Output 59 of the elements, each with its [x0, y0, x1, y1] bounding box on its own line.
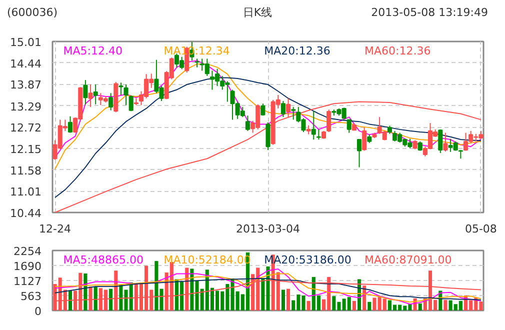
y-tick-label: 13.87: [10, 78, 42, 92]
candlestick: [443, 132, 448, 152]
candlestick: [316, 128, 321, 140]
y-tick-label: 563: [20, 290, 42, 304]
x-tick-label: 2013-03-04: [236, 222, 300, 236]
candlestick: [266, 122, 270, 151]
candlestick: [118, 82, 124, 96]
candlestick: [108, 92, 114, 111]
bar: [368, 302, 372, 310]
text: MA5:12.40: [63, 44, 122, 58]
bar: [68, 290, 72, 310]
bar: [418, 303, 422, 310]
y-tick-label: 0: [34, 305, 42, 318]
bar: [286, 288, 290, 310]
candlestick: [311, 110, 316, 140]
y-tick-label: 13.29: [10, 100, 42, 114]
candlestick: [291, 106, 296, 120]
y-tick-label: 11.58: [10, 164, 42, 178]
y-tick-label: 1127: [14, 275, 42, 288]
series-label: MA60:87091.00: [364, 254, 452, 266]
bar: [281, 290, 285, 310]
candlestick: [418, 140, 422, 152]
text: MA20:12.36: [264, 44, 330, 58]
x-tick-label: 12-24: [39, 222, 72, 236]
y-tick-label: 11.01: [10, 186, 42, 199]
y-tick-label: 14.44: [10, 57, 42, 70]
bar: [94, 286, 98, 310]
text: 2013-05-08 13:19:49: [371, 5, 488, 21]
chart-title: 日K线: [242, 6, 272, 19]
candlestick: [346, 119, 352, 134]
y-tick-label: 12.72: [10, 122, 42, 135]
candlestick: [326, 109, 332, 133]
series-label: MA5:48865.00: [63, 254, 144, 266]
candlestick: [88, 84, 93, 108]
text: (600036): [7, 5, 58, 21]
y-tick-label: 15.01: [10, 36, 42, 49]
y-tick-label: 10.44: [10, 207, 42, 220]
bar: [306, 300, 310, 310]
candlestick: [128, 94, 134, 112]
candlestick: [124, 84, 128, 106]
line-series: [54, 101, 482, 212]
candlestick: [356, 139, 362, 168]
candlestick: [68, 116, 73, 134]
bar: [109, 288, 113, 310]
candlestick: [245, 115, 250, 132]
candlestick: [93, 84, 98, 105]
bar: [352, 300, 356, 310]
y-tick-label: 2254: [14, 245, 42, 258]
candlestick: [438, 128, 443, 154]
candlestick: [280, 100, 286, 118]
line-series: [54, 268, 482, 305]
y-tick-label: 1690: [14, 260, 42, 274]
text: MA60:12.36: [364, 44, 431, 58]
x-tick-label: 05-08: [464, 222, 497, 236]
bar: [444, 300, 448, 310]
candlestick: [362, 127, 367, 152]
candlestick: [83, 80, 88, 105]
y-tick-label: 12.15: [10, 143, 42, 156]
line-series: [54, 273, 482, 302]
